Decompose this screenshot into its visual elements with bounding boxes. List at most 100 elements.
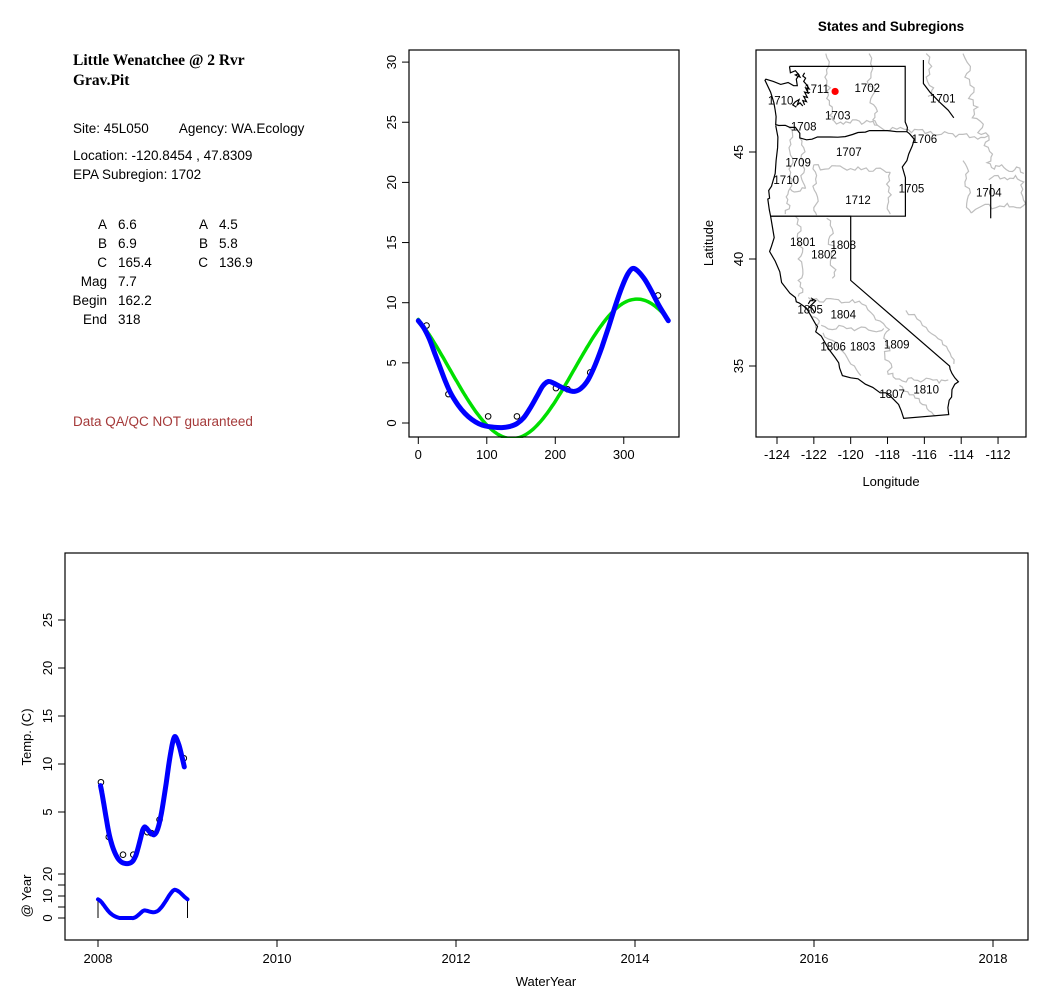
map-state-outline	[764, 65, 909, 141]
map-state-outline	[807, 297, 817, 313]
longitude-tick-label: -116	[912, 447, 937, 462]
subregion-boundary	[788, 126, 794, 189]
harmonic-fit-curve	[416, 297, 670, 438]
stat-value: 318	[118, 312, 141, 327]
subregion-label: 1703	[825, 111, 851, 123]
stat-value: 6.9	[118, 236, 137, 251]
subregion-boundary	[833, 119, 878, 126]
stat-row: A 4.5	[158, 217, 253, 236]
observation-point	[484, 413, 492, 420]
map-state-outline	[801, 72, 811, 106]
fitted-temp-curve	[98, 734, 187, 867]
stat-row: C 165.4	[57, 255, 152, 274]
temp-axis-tick-label: 15	[40, 709, 55, 723]
subregion-label: 1702	[854, 83, 880, 95]
mini-seasonal-curve	[96, 887, 190, 921]
subregion-boundary	[824, 53, 835, 122]
latitude-axis-label: Latitude	[701, 220, 716, 266]
temp-axis-tick-label: 5	[40, 808, 55, 815]
y-axis-tick-label: 15	[384, 235, 399, 249]
x-axis-tick-label: 0	[415, 447, 422, 462]
timeseries-plot-area	[96, 734, 190, 921]
seasonal-plot: 0 100 200 300 0 5 10 15 20 25 30	[384, 49, 680, 462]
stat-row: A 6.6	[57, 217, 152, 236]
stat-label: A	[198, 217, 208, 232]
year-axis-label: @ Year	[19, 874, 34, 918]
subregion-label: 1801	[790, 237, 816, 249]
fit-stats-right-column: A 4.5 B 5.8 C 136.9	[158, 217, 253, 274]
stat-label: B	[97, 236, 107, 251]
subregion-boundary	[812, 164, 819, 216]
subregion-label: 1809	[884, 340, 910, 352]
stat-row: C 136.9	[158, 255, 253, 274]
subregion-boundary	[970, 174, 1026, 214]
subregion-boundary	[885, 172, 893, 215]
longitude-tick-label: -114	[949, 447, 974, 462]
longitude-tick-label: -124	[764, 447, 790, 462]
fit-stats-left-column: A 6.6 B 6.9 C 165.4 Mag 7.7 Begin 162.2 End 318	[57, 217, 152, 331]
y-axis-tick-label: 25	[384, 115, 399, 129]
subregion-boundary	[962, 53, 1025, 174]
stat-value: 165.4	[118, 255, 152, 270]
subregion-boundary	[820, 324, 885, 333]
agency-label: Agency: WA.Ecology	[178, 121, 305, 136]
map-state-outline	[791, 98, 804, 108]
info-panel: Little Wenatchee @ 2 Rvr Grav.Pit	[73, 51, 393, 91]
stat-row: End 318	[57, 312, 152, 331]
temp-axis-tick-label: 20	[40, 661, 55, 675]
seasonal-plot-area	[415, 265, 671, 438]
longitude-axis-label: Longitude	[862, 474, 919, 489]
subregion-map: 1711 1702 1701 1710 1703 1708 1706 1707 1709 1710…	[701, 19, 1027, 489]
wateryear-tick-label: 2008	[84, 951, 113, 966]
map-state-outline	[768, 215, 960, 420]
subregion-label: 1710	[768, 96, 794, 108]
map-state-outline	[793, 73, 802, 79]
x-axis-tick-label: 300	[613, 447, 635, 462]
subregion-label: 1712	[845, 195, 871, 207]
map-title: States and Subregions	[818, 19, 964, 34]
plot-frame	[408, 49, 680, 438]
subregion-label: 1705	[899, 183, 925, 195]
stat-row: Begin 162.2	[57, 293, 152, 312]
stat-label: End	[82, 312, 107, 327]
station-title-line1: Little Wenatchee @ 2 Rvr	[73, 52, 245, 69]
subregion-boundary	[807, 297, 863, 305]
subregion-label: 1805	[797, 304, 823, 316]
y-axis-tick-label: 10	[384, 295, 399, 309]
wateryear-tick-label: 2012	[442, 951, 471, 966]
subregion-boundary	[811, 316, 821, 329]
subregion-boundary	[822, 332, 862, 376]
stat-label: A	[97, 217, 107, 232]
stat-value: 5.8	[219, 236, 238, 251]
subregion-label: 1806	[820, 342, 846, 354]
subregion-boundary	[866, 53, 879, 126]
subregion-label: 1803	[850, 342, 876, 354]
observation-point	[119, 851, 127, 859]
wateryear-tick-label: 2010	[263, 951, 292, 966]
site-location-marker	[831, 87, 839, 96]
y-axis-tick-label: 0	[384, 419, 399, 426]
latitude-tick-label: 45	[731, 145, 746, 159]
y-axis-tick-label: 30	[384, 55, 399, 69]
subregion-boundary	[905, 310, 955, 364]
stat-value: 6.6	[118, 217, 137, 232]
subregion-boundary	[861, 303, 894, 377]
subregion-boundary	[813, 163, 891, 174]
longitude-tick-label: -122	[801, 447, 827, 462]
stat-row: Mag 7.7	[57, 274, 152, 293]
location-label: Location: -120.8454 , 47.8309	[73, 148, 253, 163]
stat-value: 136.9	[219, 255, 253, 270]
plot-frame	[64, 552, 1029, 941]
wateryear-tick-label: 2014	[621, 951, 650, 966]
subregion-label: 1704	[976, 188, 1002, 200]
stat-value: 162.2	[118, 293, 152, 308]
subregion-label: 1802	[811, 250, 837, 262]
x-axis-tick-label: 200	[544, 447, 566, 462]
station-title-line2: Grav.Pit	[73, 72, 130, 89]
subregion-boundary	[789, 187, 806, 193]
subregion-label: 1707	[836, 147, 862, 159]
wateryear-tick-label: 2016	[800, 951, 829, 966]
subregion-boundary	[826, 217, 837, 279]
year-axis-tick-label: 10	[40, 889, 55, 903]
